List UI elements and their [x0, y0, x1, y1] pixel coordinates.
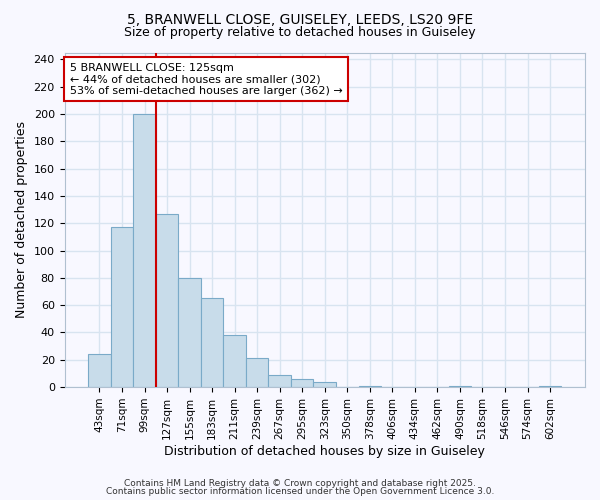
Bar [111, 228, 133, 387]
Bar [313, 382, 336, 387]
X-axis label: Distribution of detached houses by size in Guiseley: Distribution of detached houses by size … [164, 444, 485, 458]
Bar [359, 386, 381, 387]
Bar [133, 114, 156, 387]
Bar [246, 358, 268, 387]
Y-axis label: Number of detached properties: Number of detached properties [15, 122, 28, 318]
Bar [268, 375, 291, 387]
Text: Contains HM Land Registry data © Crown copyright and database right 2025.: Contains HM Land Registry data © Crown c… [124, 478, 476, 488]
Bar [178, 278, 201, 387]
Text: Contains public sector information licensed under the Open Government Licence 3.: Contains public sector information licen… [106, 487, 494, 496]
Bar [449, 386, 471, 387]
Bar [291, 379, 313, 387]
Bar [539, 386, 562, 387]
Text: 5, BRANWELL CLOSE, GUISELEY, LEEDS, LS20 9FE: 5, BRANWELL CLOSE, GUISELEY, LEEDS, LS20… [127, 12, 473, 26]
Bar [88, 354, 111, 387]
Bar [156, 214, 178, 387]
Bar [223, 335, 246, 387]
Text: 5 BRANWELL CLOSE: 125sqm
← 44% of detached houses are smaller (302)
53% of semi-: 5 BRANWELL CLOSE: 125sqm ← 44% of detach… [70, 62, 343, 96]
Text: Size of property relative to detached houses in Guiseley: Size of property relative to detached ho… [124, 26, 476, 39]
Bar [201, 298, 223, 387]
